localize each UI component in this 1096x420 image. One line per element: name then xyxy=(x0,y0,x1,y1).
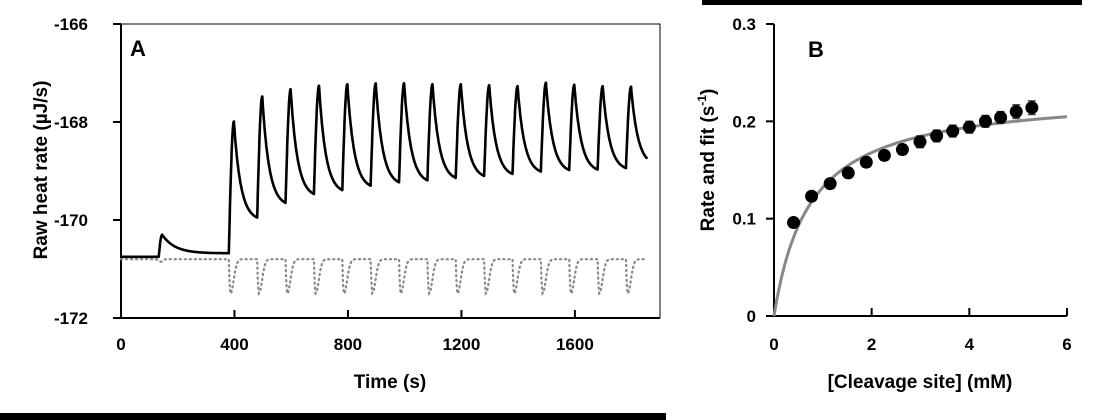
data-point xyxy=(877,148,891,162)
point-marker xyxy=(962,120,976,134)
y-label-end: ) xyxy=(698,89,719,95)
point-marker xyxy=(805,189,819,203)
data-point xyxy=(930,129,944,143)
point-marker xyxy=(946,124,960,138)
point-marker xyxy=(978,114,992,128)
x-tick-label: 400 xyxy=(220,335,248,354)
x-tick-label: 0 xyxy=(769,335,778,354)
data-point xyxy=(805,189,819,203)
data-point xyxy=(841,166,855,180)
data-point xyxy=(1009,104,1023,120)
panel-b: B [Cleavage site] (mM) Rate and fit (s-1… xyxy=(695,15,1072,393)
panel-b-x-label: [Cleavage site] (mM) xyxy=(828,372,1013,393)
y-label-sup: -1 xyxy=(695,95,709,106)
y-tick-label: -166 xyxy=(54,15,88,34)
decor-bar-top xyxy=(702,0,1082,5)
data-point xyxy=(1025,100,1039,116)
x-tick-label: 1200 xyxy=(443,335,481,354)
data-point xyxy=(994,110,1008,125)
point-marker xyxy=(930,129,944,143)
point-marker xyxy=(823,177,837,191)
x-tick-label: 800 xyxy=(334,335,362,354)
reference-series-line xyxy=(119,258,649,296)
point-marker xyxy=(1025,101,1039,115)
panel-a-label: A xyxy=(130,36,146,61)
point-marker xyxy=(1009,105,1023,119)
y-tick-label: -172 xyxy=(54,309,88,328)
y-label-main: Rate and fit (s xyxy=(698,106,719,232)
panel-a: A Time (s) Raw heat rate (µJ/s) 0 400 800 1… xyxy=(31,15,661,393)
x-tick-label: 0 xyxy=(116,335,125,354)
panel-b-y-label: Rate and fit (s-1) xyxy=(695,89,719,232)
panel-a-y-label: Raw heat rate (µJ/s) xyxy=(31,81,52,260)
data-point xyxy=(895,143,909,157)
decor-bar-bottom xyxy=(0,413,666,420)
point-marker xyxy=(994,110,1008,124)
x-tick-label: 2 xyxy=(867,335,876,354)
data-point xyxy=(978,114,992,128)
y-tick-label: -168 xyxy=(54,113,88,132)
point-marker xyxy=(859,155,873,169)
y-tick-label: 0.3 xyxy=(732,15,756,34)
x-tick-label: 4 xyxy=(965,335,975,354)
sample-series-line xyxy=(120,81,649,259)
data-point xyxy=(823,177,837,191)
y-tick-label: 0.1 xyxy=(732,210,756,229)
y-tick-label: 0.2 xyxy=(732,112,756,131)
data-point xyxy=(787,216,801,230)
data-point xyxy=(913,135,927,149)
point-marker xyxy=(913,135,927,149)
y-tick-label: -170 xyxy=(54,211,88,230)
point-marker xyxy=(877,148,891,162)
point-marker xyxy=(787,216,801,230)
data-point xyxy=(962,120,976,134)
point-marker xyxy=(895,143,909,157)
y-tick-label: 0 xyxy=(747,307,756,326)
data-point xyxy=(946,124,960,138)
panel-b-label: B xyxy=(808,37,824,62)
point-marker xyxy=(841,166,855,180)
x-tick-label: 6 xyxy=(1062,335,1071,354)
panel-a-x-label: Time (s) xyxy=(354,372,427,393)
panel-a-frame xyxy=(120,23,661,319)
x-tick-label: 1600 xyxy=(556,335,594,354)
data-point xyxy=(859,155,873,169)
